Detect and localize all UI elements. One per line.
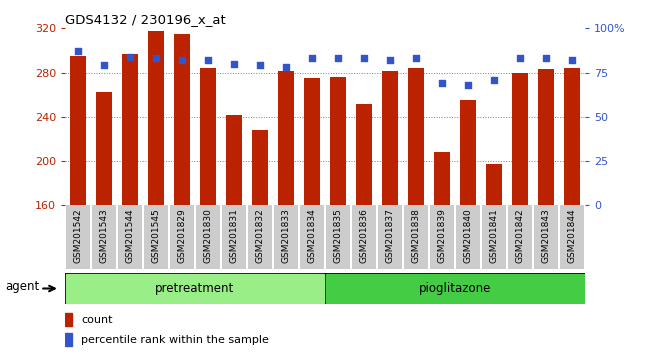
Bar [170,205,194,269]
Text: GSM201837: GSM201837 [385,209,395,263]
Point [515,56,525,61]
Point [307,56,317,61]
Bar [66,274,324,303]
Point [359,56,369,61]
Bar [278,72,294,205]
Bar [96,92,112,205]
Point [99,63,109,68]
Text: GSM201835: GSM201835 [333,209,343,263]
Point [229,61,239,67]
Point [541,56,551,61]
Point [73,48,83,54]
Bar [248,205,272,269]
Text: GSM201839: GSM201839 [437,209,447,263]
Point [489,77,499,82]
Bar [222,205,246,269]
Text: GSM201829: GSM201829 [177,209,187,263]
Bar [378,205,402,269]
Text: GDS4132 / 230196_x_at: GDS4132 / 230196_x_at [65,13,226,26]
Point [255,63,265,68]
Text: GSM201836: GSM201836 [359,209,369,263]
Bar [508,205,532,269]
Bar [274,205,298,269]
Text: percentile rank within the sample: percentile rank within the sample [81,335,269,345]
Text: GSM201843: GSM201843 [541,209,551,263]
Text: pretreatment: pretreatment [155,282,235,295]
Bar [92,205,116,269]
Bar [460,100,476,205]
Text: GSM201838: GSM201838 [411,209,421,263]
Point [437,80,447,86]
Point [463,82,473,88]
Text: GSM201542: GSM201542 [73,209,83,263]
Bar [356,104,372,205]
Bar [148,30,164,205]
Bar [434,152,450,205]
Point [177,57,187,63]
Text: GSM201832: GSM201832 [255,209,265,263]
Text: GSM201830: GSM201830 [203,209,213,263]
Bar [330,77,346,205]
Bar [304,78,320,205]
Text: GSM201842: GSM201842 [515,209,525,263]
Bar [482,205,506,269]
Bar [534,205,558,269]
Bar [326,274,584,303]
Point [151,56,161,61]
Text: agent: agent [5,280,40,293]
Bar [538,69,554,205]
Bar [300,205,324,269]
Point [567,57,577,63]
Point [333,56,343,61]
Text: pioglitazone: pioglitazone [419,282,491,295]
Bar [326,205,350,269]
Bar [512,73,528,205]
Text: GSM201831: GSM201831 [229,209,239,263]
Bar [66,205,90,269]
Bar [196,205,220,269]
Bar [486,164,502,205]
Bar [174,34,190,205]
Bar [70,56,86,205]
Bar [430,205,454,269]
Text: GSM201834: GSM201834 [307,209,317,263]
Bar [252,130,268,205]
Bar [404,205,428,269]
Bar [65,333,72,346]
Text: GSM201833: GSM201833 [281,209,291,263]
Text: GSM201841: GSM201841 [489,209,499,263]
Point [125,54,135,59]
Bar [200,68,216,205]
Bar [122,54,138,205]
Bar [382,72,398,205]
Bar [118,205,142,269]
Text: GSM201543: GSM201543 [99,209,109,263]
Bar [560,205,584,269]
Text: count: count [81,315,112,325]
Text: GSM201545: GSM201545 [151,209,161,263]
Bar [564,68,580,205]
Text: GSM201544: GSM201544 [125,209,135,263]
Bar [408,68,424,205]
Point [411,56,421,61]
Bar [65,313,72,326]
Point [385,57,395,63]
Text: GSM201844: GSM201844 [567,209,577,263]
Bar [352,205,376,269]
Text: GSM201840: GSM201840 [463,209,473,263]
Bar [226,115,242,205]
Point [281,64,291,70]
Bar [144,205,168,269]
Bar [456,205,480,269]
Point [203,57,213,63]
